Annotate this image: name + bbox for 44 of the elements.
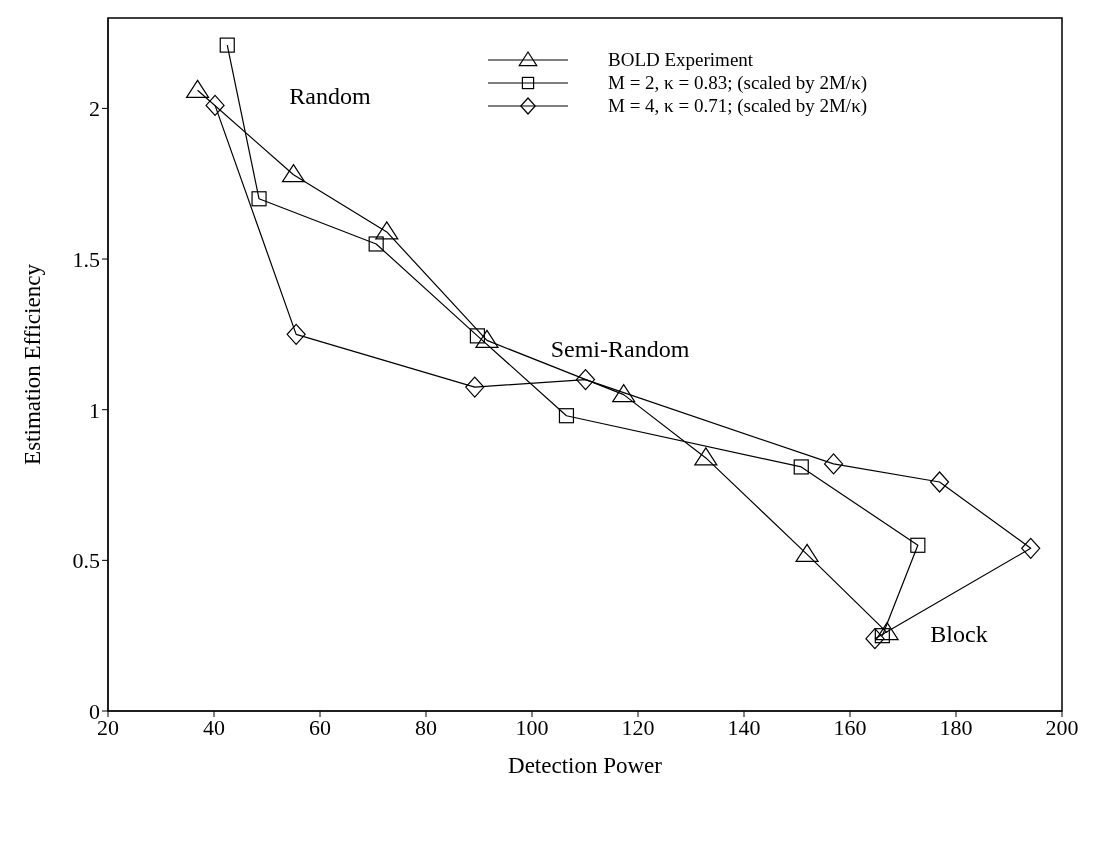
point <box>910 537 926 553</box>
point <box>612 384 636 403</box>
point <box>558 408 575 424</box>
y-axis-title: Estimation Efficiency <box>20 263 46 465</box>
point <box>823 453 844 475</box>
legend-label: M = 4, κ = 0.71; (scaled by 2M/κ) <box>608 94 868 117</box>
legend-label: BOLD Experiment <box>608 48 754 71</box>
x-tick-label: 200 <box>1045 714 1079 740</box>
x-tick-label: 40 <box>203 714 225 740</box>
legend-label: M = 2, κ = 0.83; (scaled by 2M/κ) <box>608 71 868 94</box>
point <box>286 323 306 345</box>
point <box>465 376 485 398</box>
point <box>251 191 267 207</box>
point <box>219 37 235 53</box>
y-tick-label: 1.5 <box>72 246 100 272</box>
x-tick-label: 140 <box>727 714 761 740</box>
x-axis-title: Detection Power <box>508 753 663 778</box>
annotation: Semi-Random <box>550 335 690 362</box>
point <box>795 543 819 562</box>
point <box>375 221 399 240</box>
annotation: Random <box>289 82 371 109</box>
point <box>793 459 809 475</box>
point <box>694 447 718 466</box>
point <box>475 329 499 348</box>
x-tick-label: 180 <box>939 714 973 740</box>
point <box>1021 537 1041 559</box>
point <box>875 622 899 641</box>
point <box>469 328 486 344</box>
point <box>575 368 596 391</box>
point <box>368 236 384 252</box>
x-tick-label: 120 <box>621 714 655 740</box>
x-tick-label: 100 <box>515 714 549 740</box>
point <box>865 628 885 650</box>
y-tick-label: 0.5 <box>72 548 100 574</box>
y-tick-label: 1 <box>89 397 100 423</box>
point <box>205 94 225 116</box>
x-tick-label: 60 <box>309 714 331 740</box>
annotation: Block <box>930 620 988 647</box>
y-tick-label: 2 <box>89 96 100 122</box>
point <box>185 79 210 98</box>
point <box>281 164 306 183</box>
point <box>929 471 950 493</box>
x-tick-label: 160 <box>833 714 867 740</box>
x-tick-label: 80 <box>415 714 437 740</box>
